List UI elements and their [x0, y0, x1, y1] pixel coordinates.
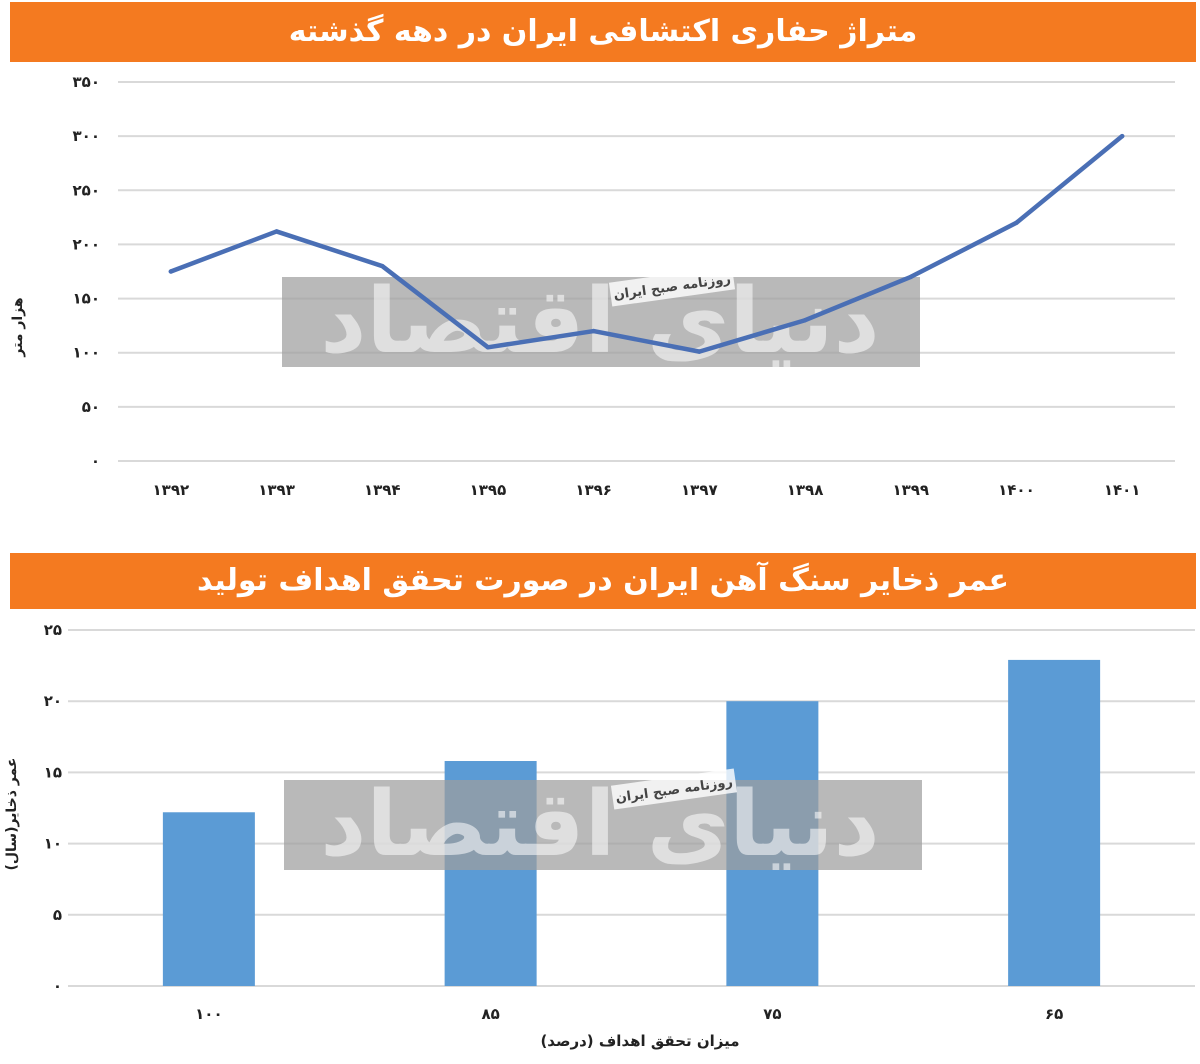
x-tick-label: ۷۵ — [763, 1005, 781, 1023]
x-tick-label: ۸۵ — [481, 1005, 499, 1023]
data-point — [591, 328, 596, 334]
bar-chart-x-axis: ۱۰۰ ۸۵ ۷۵ ۶۵ — [195, 1005, 1063, 1023]
y-tick-label: ۱۵ — [44, 763, 62, 781]
x-tick-label: ۱۳۹۳ — [258, 481, 295, 499]
bar-chart: دنیای اقتصاد روزنامه صبح ایران ۰ ۵ ۱۰ ۱۵ ۲۰ ۲… — [4, 621, 1195, 1050]
bar-chart-y-axis: ۰ ۵ ۱۰ ۱۵ ۲۰ ۲۵ — [44, 621, 62, 995]
data-point — [485, 345, 491, 350]
x-tick-label: ۱۳۹۵ — [470, 481, 507, 499]
data-point — [380, 263, 385, 269]
data-point — [168, 269, 174, 274]
series-line — [168, 133, 1125, 354]
x-tick-label: ۱۳۹۶ — [575, 481, 612, 499]
line-chart-y-axis-label: هزار متر — [10, 297, 26, 357]
data-point — [1014, 220, 1019, 225]
y-tick-label: ۰ — [91, 452, 100, 470]
y-tick-label: ۵۰ — [82, 398, 100, 416]
watermark-brand: دنیای اقتصاد — [320, 269, 880, 374]
bar — [1008, 659, 1101, 986]
y-tick-label: ۱۰۰ — [73, 344, 100, 362]
x-tick-label: ۱۳۹۹ — [892, 481, 929, 499]
watermark-band — [282, 277, 920, 367]
bar-chart-x-axis-label: میزان تحقق اهداف (درصد) — [540, 1032, 739, 1050]
x-tick-label: ۱۴۰۱ — [1104, 481, 1141, 499]
bar-chart-y-axis-label: عمر ذخایر(سال) — [4, 758, 20, 871]
watermark: دنیای اقتصاد روزنامه صبح ایران — [282, 265, 920, 374]
x-tick-label: ۱۰۰ — [195, 1005, 222, 1023]
line-chart-x-axis: ۱۳۹۲ ۱۳۹۳ ۱۳۹۴ ۱۳۹۵ ۱۳۹۶ ۱۳۹۷ ۱۳۹۸ ۱۳۹۹ ۱۴۰۰ ۱۴۰۱ — [153, 481, 1141, 499]
line-chart-y-axis: ۰ ۵۰ ۱۰۰ ۱۵۰ ۲۰۰ ۲۵۰ ۳۰۰ ۳۵۰ — [73, 73, 100, 470]
x-tick-label: ۱۳۹۴ — [364, 481, 401, 499]
x-tick-label: ۱۳۹۸ — [787, 481, 824, 499]
y-tick-label: ۲۰ — [44, 692, 62, 710]
y-tick-label: ۵ — [53, 906, 62, 924]
y-tick-label: ۳۵۰ — [73, 73, 100, 91]
line-chart-points — [168, 133, 1125, 354]
data-point — [802, 318, 808, 323]
y-tick-label: ۳۰۰ — [73, 127, 100, 145]
watermark-label-box — [610, 768, 738, 810]
bar-chart-title: عمر ذخایر سنگ آهن ایران در صورت تحقق اهد… — [10, 553, 1196, 609]
y-tick-label: ۱۵۰ — [73, 290, 100, 308]
y-tick-label: ۰ — [53, 977, 62, 995]
data-point — [274, 229, 279, 234]
watermark-brand: دنیای اقتصاد — [320, 772, 880, 877]
watermark-band — [284, 780, 922, 870]
data-point — [908, 274, 913, 280]
data-point — [697, 349, 702, 354]
x-tick-label: ۶۵ — [1045, 1005, 1063, 1023]
bar-chart-gridlines — [68, 629, 1195, 987]
x-tick-label: ۱۳۹۲ — [153, 481, 190, 499]
bar — [162, 812, 255, 986]
y-tick-label: ۲۵۰ — [73, 181, 100, 199]
y-tick-label: ۲۵ — [44, 621, 62, 639]
line-chart-title: متراژ حفاری اکتشافی ایران در دهه گذشته — [10, 2, 1196, 62]
y-tick-label: ۲۰۰ — [73, 235, 100, 253]
watermark-label-box — [608, 265, 736, 307]
line-chart: دنیای اقتصاد روزنامه صبح ایران ۰ ۵۰ ۱۰۰ ۱۵۰… — [10, 73, 1175, 499]
x-tick-label: ۱۳۹۷ — [681, 481, 718, 499]
watermark: دنیای اقتصاد روزنامه صبح ایران — [284, 768, 922, 877]
x-tick-label: ۱۴۰۰ — [998, 481, 1035, 499]
y-tick-label: ۱۰ — [44, 835, 62, 853]
data-point — [1119, 133, 1125, 139]
